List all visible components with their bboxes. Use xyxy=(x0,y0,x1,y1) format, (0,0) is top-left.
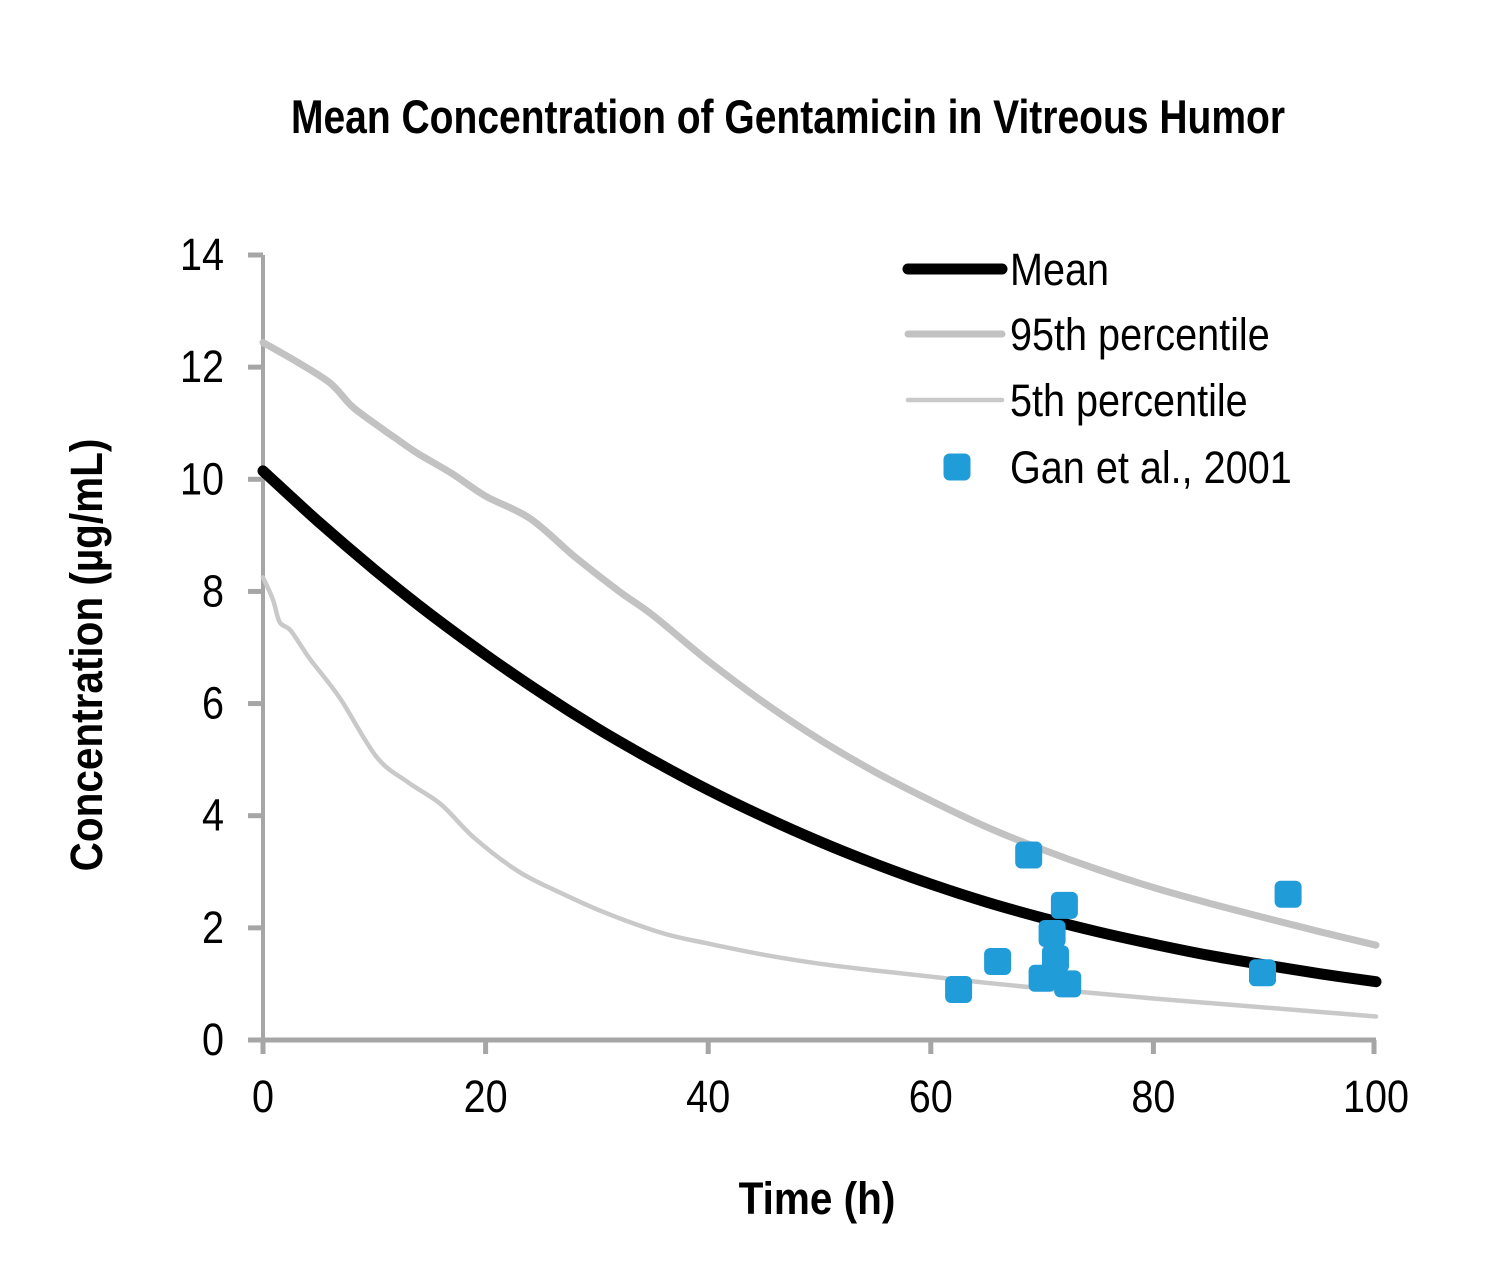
y-tick-label: 8 xyxy=(202,566,224,616)
y-tick-label: 4 xyxy=(202,790,224,840)
data-point-gan-et-al-2001 xyxy=(1249,959,1276,987)
series-line-mean xyxy=(257,465,1382,988)
legend-label: Gan et al., 2001 xyxy=(1010,443,1292,493)
legend-item: 95th percentile xyxy=(904,310,1270,360)
series-line-95th-percentile xyxy=(259,339,1380,949)
series-layer xyxy=(257,339,1382,1019)
y-axis-title: Concentration (µg/mL) xyxy=(62,439,112,872)
legend-label: 95th percentile xyxy=(1010,310,1270,360)
x-tick-label: 0 xyxy=(252,1072,274,1122)
y-tick-label: 2 xyxy=(202,903,224,953)
data-point-gan-et-al-2001 xyxy=(1050,891,1078,919)
data-point-gan-et-al-2001 xyxy=(984,948,1012,975)
y-tick-label: 12 xyxy=(180,342,224,392)
series-line-5th-percentile xyxy=(260,575,1379,1019)
y-tick-label: 0 xyxy=(202,1015,224,1065)
y-tick-label: 6 xyxy=(202,678,224,728)
y-tick-label: 10 xyxy=(180,454,224,504)
data-point-gan-et-al-2001 xyxy=(1054,970,1082,998)
legend-item: 5th percentile xyxy=(905,376,1248,426)
legend: Mean 95th percentile 5th percentile Gan et … xyxy=(902,245,1292,493)
x-tick-label: 20 xyxy=(464,1072,508,1122)
legend-swatch-marker xyxy=(943,453,971,481)
legend-label: Mean xyxy=(1010,245,1109,295)
data-point-gan-et-al-2001 xyxy=(1015,841,1043,869)
legend-label: 5th percentile xyxy=(1010,376,1248,426)
chart-title: Mean Concentration of Gentamicin in Vitr… xyxy=(291,92,1285,144)
x-axis-title: Time (h) xyxy=(739,1174,896,1224)
data-point-gan-et-al-2001 xyxy=(1038,920,1066,947)
data-point-gan-et-al-2001 xyxy=(945,976,973,1003)
data-point-gan-et-al-2001 xyxy=(1274,880,1302,908)
legend-item: Gan et al., 2001 xyxy=(943,443,1292,493)
x-tick-label: 80 xyxy=(1131,1072,1175,1122)
x-tick-label: 40 xyxy=(686,1072,730,1122)
legend-item: Mean xyxy=(902,245,1109,295)
data-point-gan-et-al-2001 xyxy=(1042,945,1069,973)
x-tick-label: 100 xyxy=(1343,1072,1409,1122)
x-tick-label: 60 xyxy=(909,1072,953,1122)
y-tick-label: 14 xyxy=(180,230,224,280)
axes: 0 2 4 6 8 10 12 14 0 20 40 60 80 100 xyxy=(180,230,1409,1122)
